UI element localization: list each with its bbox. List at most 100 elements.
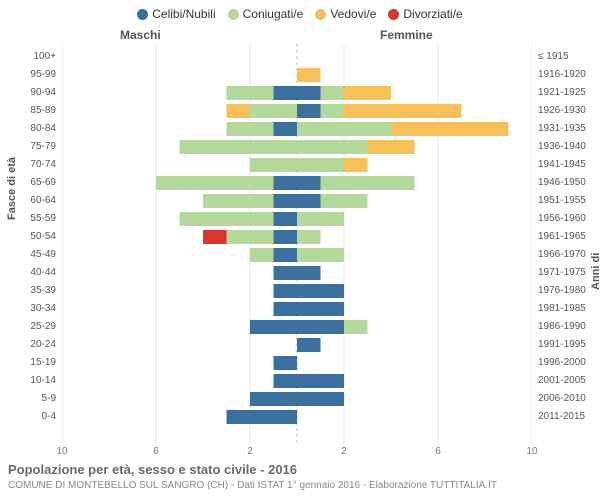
age-label: 85-89 [30, 102, 56, 120]
bar-segment [250, 248, 274, 262]
bar-segment [203, 230, 227, 244]
bar-segment [274, 230, 298, 244]
chart-subtitle: COMUNE DI MONTEBELLO SUL SANGRO (CH) - D… [8, 480, 497, 491]
bar-segment [344, 104, 462, 118]
bar-segment [274, 86, 298, 100]
x-tick: 10 [54, 446, 70, 457]
bar-segment [297, 230, 321, 244]
bar-segment [274, 302, 298, 316]
x-tick: 10 [524, 446, 540, 457]
plot-area [62, 44, 532, 444]
birth-label: 1926-1930 [538, 102, 586, 120]
birth-label: 1941-1945 [538, 156, 586, 174]
birth-label: 1981-1985 [538, 300, 586, 318]
age-label: 30-34 [30, 300, 56, 318]
bar-segment [274, 248, 298, 262]
birth-label: 2011-2015 [538, 408, 585, 426]
x-tick: 6 [430, 446, 446, 457]
bar-segment [321, 86, 345, 100]
bar-segment [391, 122, 509, 136]
birth-label: 1971-1975 [538, 264, 586, 282]
bar-segment [274, 266, 298, 280]
legend-label: Divorziati/e [403, 7, 462, 21]
age-label: 35-39 [30, 282, 56, 300]
legend: Celibi/Nubili Coniugati/e Vedovi/e Divorzia… [0, 6, 600, 21]
age-label: 40-44 [30, 264, 56, 282]
legend-swatch [388, 9, 399, 20]
bar-segment [227, 104, 251, 118]
bar-segment [227, 410, 298, 424]
bar-segment [297, 212, 344, 226]
bar-segment [297, 122, 391, 136]
legend-item: Divorziati/e [388, 6, 462, 21]
age-label: 15-19 [30, 354, 56, 372]
x-tick: 2 [336, 446, 352, 457]
bar-segment [344, 158, 368, 172]
bar-segment [180, 140, 298, 154]
bar-segment [344, 320, 368, 334]
bar-segment [274, 284, 298, 298]
legend-item: Vedovi/e [315, 6, 376, 21]
bar-segment [344, 86, 391, 100]
bar-segment [227, 230, 274, 244]
bar-segment [297, 392, 344, 406]
birth-label: 1956-1960 [538, 210, 586, 228]
birth-label: 1976-1980 [538, 282, 586, 300]
birth-label: 1936-1940 [538, 138, 586, 156]
bar-segment [297, 68, 321, 82]
legend-swatch [315, 9, 326, 20]
bar-segment [227, 86, 274, 100]
birth-label: 1996-2000 [538, 354, 586, 372]
age-label: 75-79 [30, 138, 56, 156]
age-label: 55-59 [30, 210, 56, 228]
legend-label: Celibi/Nubili [152, 7, 215, 21]
bar-segment [297, 140, 368, 154]
age-label: 80-84 [30, 120, 56, 138]
x-axis-ticks: 10622610 [62, 446, 532, 462]
y-axis-age-labels: 100+95-9990-9485-8980-8475-7970-7465-696… [0, 44, 60, 444]
bar-segment [227, 122, 274, 136]
birth-label: 2001-2005 [538, 372, 586, 390]
bar-segment [321, 176, 415, 190]
legend-swatch [228, 9, 239, 20]
birth-label: 1951-1955 [538, 192, 586, 210]
x-tick: 2 [242, 446, 258, 457]
label-male: Maschi [120, 28, 161, 42]
legend-label: Vedovi/e [330, 7, 376, 21]
legend-label: Coniugati/e [243, 7, 304, 21]
birth-label: 1916-1920 [538, 66, 586, 84]
legend-item: Celibi/Nubili [137, 6, 215, 21]
legend-item: Coniugati/e [228, 6, 304, 21]
age-label: 90-94 [30, 84, 56, 102]
birth-label: 1966-1970 [538, 246, 586, 264]
bar-segment [274, 212, 298, 226]
age-label: 45-49 [30, 246, 56, 264]
age-label: 5-9 [42, 390, 56, 408]
age-label: 65-69 [30, 174, 56, 192]
bar-segment [250, 104, 297, 118]
age-label: 25-29 [30, 318, 56, 336]
bar-segment [297, 266, 321, 280]
legend-swatch [137, 9, 148, 20]
bar-segment [156, 176, 274, 190]
birth-label: 1921-1925 [538, 84, 586, 102]
bar-segment [297, 176, 321, 190]
label-female: Femmine [380, 28, 433, 42]
chart-title: Popolazione per età, sesso e stato civil… [8, 462, 297, 477]
bar-segment [274, 194, 298, 208]
birth-label: 2006-2010 [538, 390, 586, 408]
x-tick: 6 [148, 446, 164, 457]
population-pyramid-chart: Celibi/Nubili Coniugati/e Vedovi/e Divorzia… [0, 0, 600, 500]
bar-segment [297, 320, 344, 334]
birth-label: 1946-1950 [538, 174, 586, 192]
age-label: 70-74 [30, 156, 56, 174]
bar-segment [297, 86, 321, 100]
bar-segment [203, 194, 274, 208]
bar-segment [297, 338, 321, 352]
birth-label: 1961-1965 [538, 228, 586, 246]
bar-segment [274, 122, 298, 136]
age-label: 20-24 [30, 336, 56, 354]
bar-segment [250, 320, 297, 334]
bar-segment [297, 194, 321, 208]
age-label: 0-4 [42, 408, 56, 426]
